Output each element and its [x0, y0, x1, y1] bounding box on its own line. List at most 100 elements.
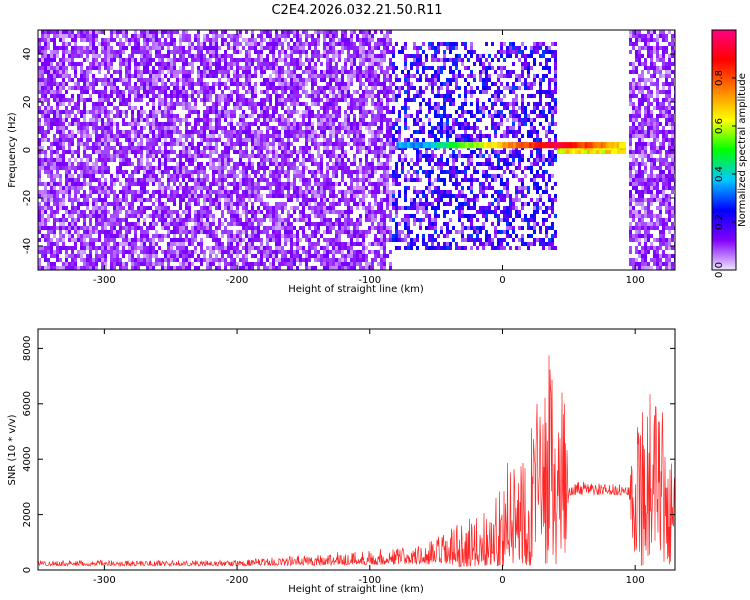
heatmap-cell	[290, 238, 293, 242]
heatmap-cell	[137, 66, 140, 70]
heatmap-cell	[329, 158, 332, 162]
heatmap-cell	[122, 226, 125, 230]
heatmap-cell	[338, 230, 341, 234]
heatmap-cell	[329, 222, 332, 226]
heatmap-cell	[116, 78, 119, 82]
heatmap-cell	[305, 258, 308, 262]
heatmap-cell	[194, 158, 197, 162]
heatmap-cell	[329, 186, 332, 190]
heatmap-cell	[191, 66, 194, 70]
heatmap-cell	[167, 230, 170, 234]
heatmap-cell	[287, 162, 290, 166]
heatmap-cell	[347, 78, 350, 82]
heatmap-cell	[182, 230, 185, 234]
heatmap-cell	[131, 86, 134, 90]
heatmap-cell	[146, 162, 149, 166]
heatmap-cell	[284, 86, 287, 90]
heatmap-cell	[323, 266, 326, 270]
heatmap-cell	[92, 146, 95, 150]
heatmap-cell	[56, 130, 59, 134]
heatmap-cell	[368, 94, 371, 98]
heatmap-cell	[113, 50, 116, 54]
heatmap-cell	[92, 102, 95, 106]
heatmap-cell	[212, 134, 215, 138]
heatmap-cell	[185, 70, 188, 74]
heatmap-cell	[194, 230, 197, 234]
heatmap-cell	[95, 226, 98, 230]
heatmap-cell	[38, 150, 41, 154]
heatmap-cell	[182, 94, 185, 98]
heatmap-cell	[167, 30, 170, 34]
heatmap-cell	[107, 122, 110, 126]
heatmap-cell	[287, 222, 290, 226]
heatmap-cell	[95, 110, 98, 114]
heatmap-cell	[131, 258, 134, 262]
heatmap-cell	[134, 30, 137, 34]
heatmap-cell	[56, 258, 59, 262]
heatmap-cell	[290, 58, 293, 62]
heatmap-cell	[47, 54, 50, 58]
heatmap-cell	[350, 46, 353, 50]
heatmap-cell	[170, 102, 173, 106]
heatmap-cell	[158, 54, 161, 58]
heatmap-cell	[89, 210, 92, 214]
heatmap-cell	[107, 50, 110, 54]
heatmap-cell	[179, 238, 182, 242]
heatmap-cell	[191, 110, 194, 114]
heatmap-cell	[167, 110, 170, 114]
heatmap-cell	[83, 234, 86, 238]
heatmap-cell	[62, 42, 65, 46]
heatmap-cell	[119, 218, 122, 222]
heatmap-cell	[206, 142, 209, 146]
heatmap-cell	[236, 210, 239, 214]
heatmap-cell	[221, 246, 224, 250]
heatmap-cell	[68, 114, 71, 118]
heatmap-cell	[122, 254, 125, 258]
heatmap-cell	[98, 182, 101, 186]
heatmap-cell	[266, 98, 269, 102]
heatmap-cell	[107, 222, 110, 226]
heatmap-cell	[131, 190, 134, 194]
heatmap-cell	[53, 162, 56, 166]
heatmap-cell	[359, 114, 362, 118]
heatmap-cell	[128, 138, 131, 142]
heatmap-cell	[110, 82, 113, 86]
heatmap-cell	[173, 66, 176, 70]
heatmap-cell	[182, 210, 185, 214]
heatmap-cell	[188, 214, 191, 218]
heatmap-cell	[161, 162, 164, 166]
heatmap-cell	[269, 210, 272, 214]
heatmap-cell	[206, 214, 209, 218]
heatmap-cell	[323, 258, 326, 262]
heatmap-cell	[227, 138, 230, 142]
heatmap-cell	[215, 94, 218, 98]
heatmap-cell	[146, 198, 149, 202]
heatmap-cell	[119, 162, 122, 166]
heatmap-cell	[248, 126, 251, 130]
heatmap-cell	[182, 162, 185, 166]
heatmap-cell	[68, 162, 71, 166]
heatmap-cell	[347, 226, 350, 230]
heatmap-cell	[161, 54, 164, 58]
heatmap-cell	[278, 174, 281, 178]
heatmap-cell	[47, 194, 50, 198]
heatmap-cell	[164, 194, 167, 198]
heatmap-cell	[101, 126, 104, 130]
heatmap-cell	[350, 38, 353, 42]
heatmap-cell	[329, 46, 332, 50]
heatmap-cell	[104, 82, 107, 86]
heatmap-cell	[176, 126, 179, 130]
heatmap-cell	[350, 190, 353, 194]
heatmap-cell	[170, 214, 173, 218]
heatmap-cell	[209, 194, 212, 198]
heatmap-cell	[230, 58, 233, 62]
heatmap-cell	[107, 138, 110, 142]
heatmap-cell	[278, 178, 281, 182]
heatmap-cell	[38, 50, 41, 54]
heatmap-cell	[74, 230, 77, 234]
heatmap-cell	[305, 182, 308, 186]
heatmap-cell	[227, 230, 230, 234]
heatmap-cell	[296, 110, 299, 114]
heatmap-cell	[74, 134, 77, 138]
heatmap-cell	[305, 142, 308, 146]
